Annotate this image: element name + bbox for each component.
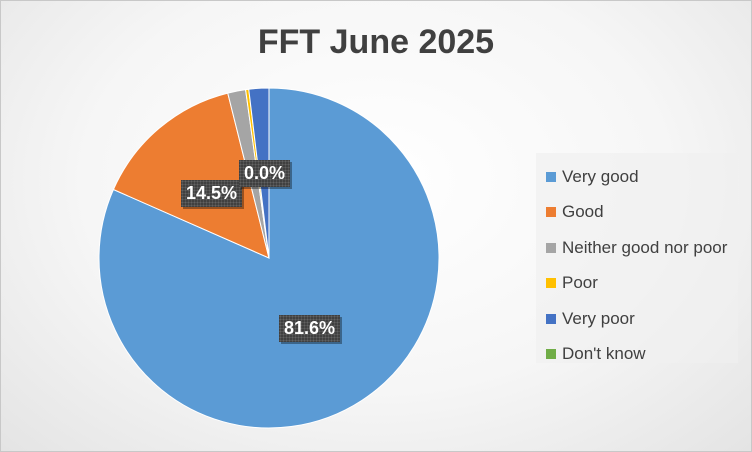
legend-label: Very good — [562, 166, 639, 186]
legend-item: Very good — [546, 159, 738, 195]
chart-title: FFT June 2025 — [257, 23, 495, 61]
legend-swatch — [546, 313, 556, 324]
legend-item: Don't know — [546, 337, 738, 373]
legend-swatch — [546, 278, 556, 289]
legend-item: Neither good nor poor — [546, 230, 738, 266]
legend-label: Neither good nor poor — [562, 237, 728, 257]
data-label-poor: 0.0% — [239, 160, 291, 187]
legend-swatch — [546, 207, 556, 218]
chart-legend: Very good Good Neither good nor poor Poor Ve… — [536, 153, 738, 363]
legend-swatch — [546, 171, 556, 182]
legend-label: Poor — [562, 273, 598, 293]
legend-swatch — [546, 242, 556, 253]
legend-item: Very poor — [546, 301, 738, 337]
legend-label: Don't know — [562, 344, 646, 364]
pie-slice-good — [112, 92, 270, 259]
legend-item: Poor — [546, 266, 738, 302]
data-label-very-good: 81.6% — [279, 315, 341, 342]
legend-label: Good — [562, 202, 604, 222]
legend-swatch — [546, 349, 556, 360]
legend-item: Good — [546, 195, 738, 231]
data-label-good: 14.5% — [181, 180, 243, 207]
legend-label: Very poor — [562, 308, 635, 328]
